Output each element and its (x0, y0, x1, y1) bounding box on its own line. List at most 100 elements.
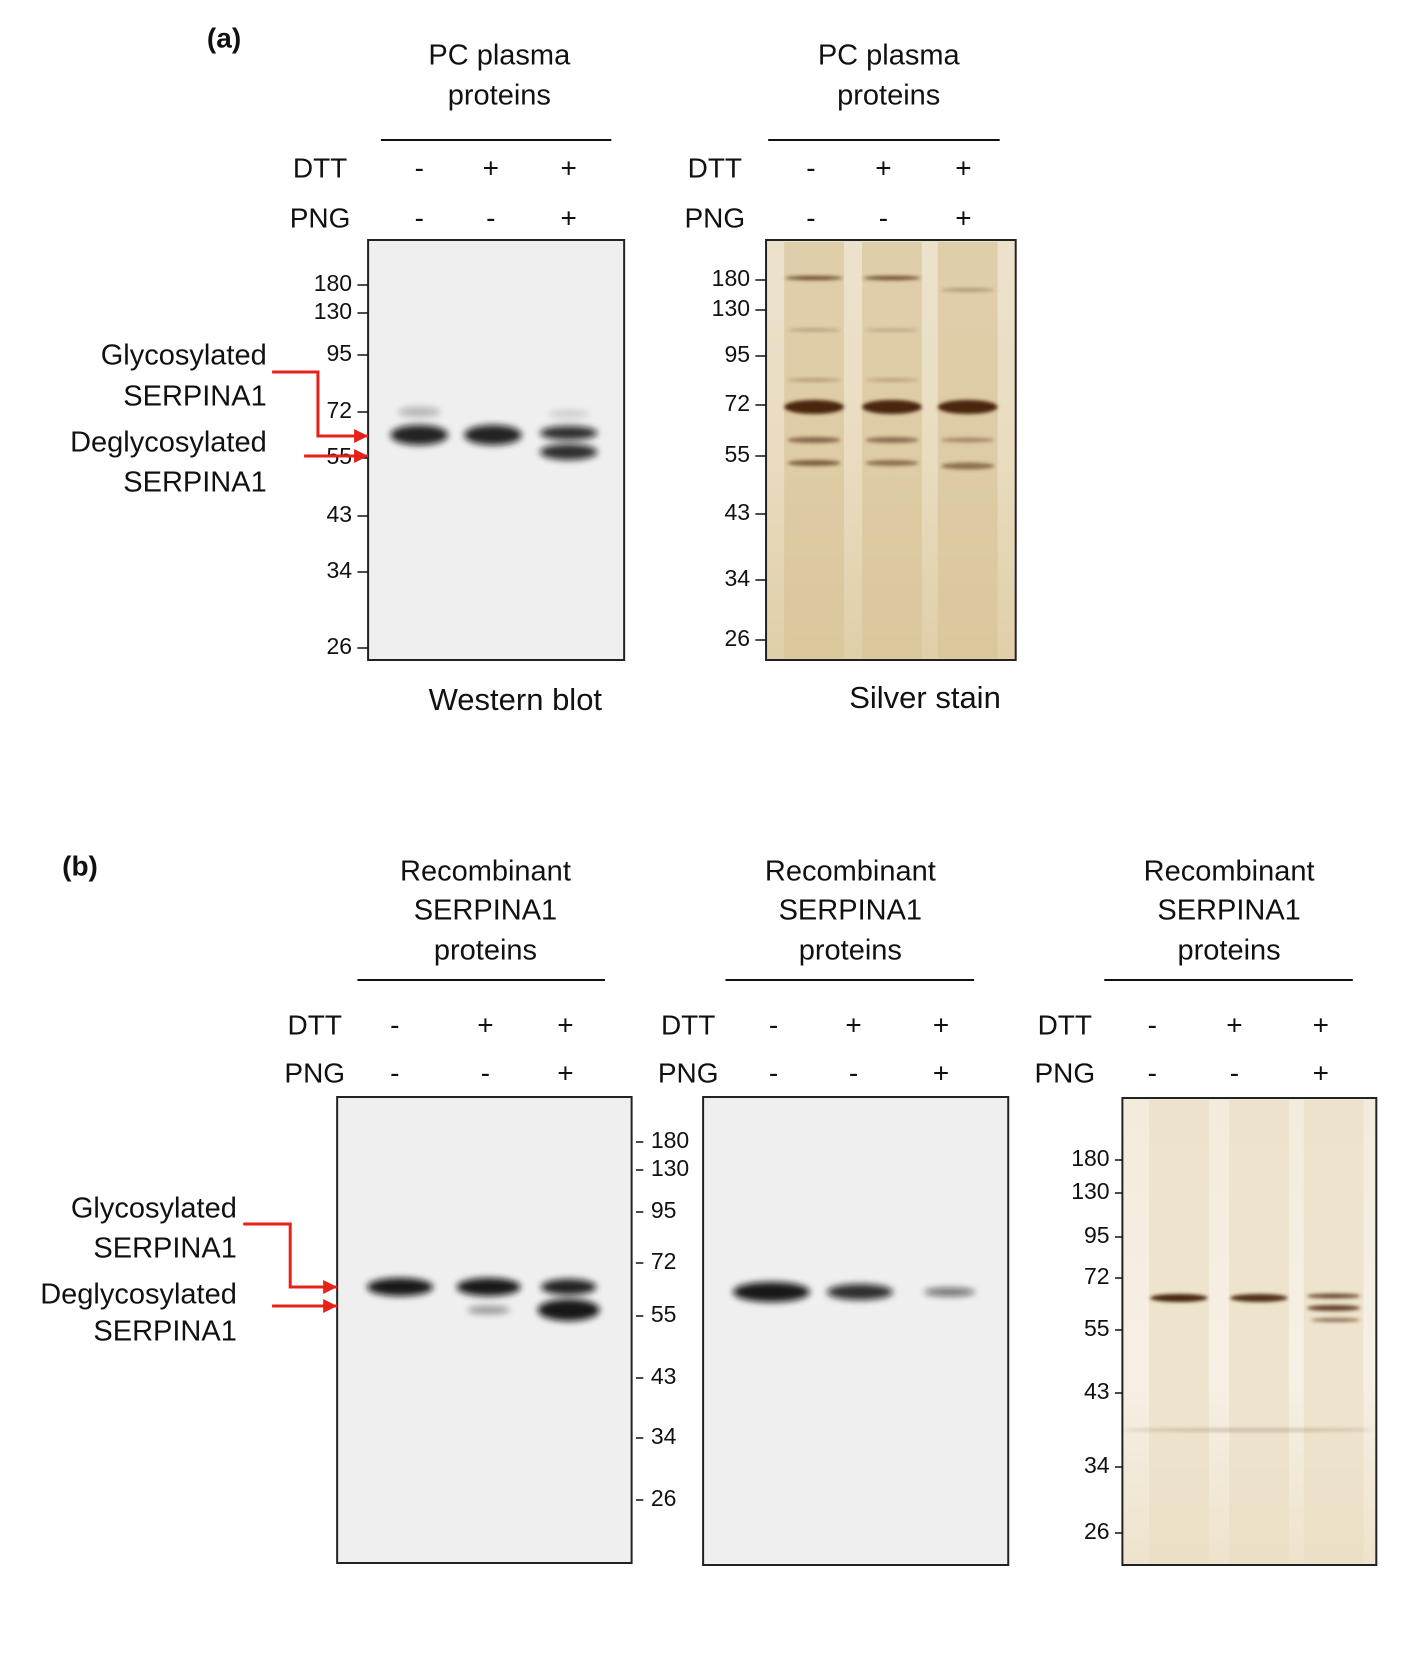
band (787, 378, 841, 382)
mw-marker: 130 (314, 298, 352, 324)
band (941, 288, 995, 292)
band (826, 1284, 894, 1300)
mw-marker: 34 (651, 1423, 677, 1449)
header-line: proteins (799, 935, 902, 967)
blot-panel (702, 1096, 1010, 1566)
band (397, 407, 441, 417)
band (865, 328, 919, 332)
mw-marker: 72 (651, 1248, 677, 1274)
mw-marker: 43 (724, 499, 750, 525)
annotation: Deglycosylated (70, 427, 267, 459)
lane-sign: + (560, 202, 576, 233)
mw-marker: 95 (326, 340, 352, 366)
header-line: SERPINA1 (1157, 895, 1300, 927)
mw-marker: 72 (326, 397, 352, 423)
lane-sign: - (390, 1057, 399, 1088)
mw-marker: 26 (651, 1485, 677, 1511)
lane-sign: - (879, 202, 888, 233)
band (537, 1299, 600, 1321)
mw-marker: 34 (724, 565, 750, 591)
mw-marker: 72 (1084, 1263, 1110, 1289)
band (540, 1279, 597, 1295)
band (1306, 1293, 1361, 1299)
annotation: SERPINA1 (93, 1233, 236, 1265)
header-line: proteins (837, 80, 940, 112)
lane-sign: + (845, 1009, 861, 1040)
band (787, 437, 841, 443)
lane (1149, 1100, 1209, 1563)
blot-image (702, 1096, 1010, 1566)
row-label: PNG (290, 202, 351, 233)
header-line: SERPINA1 (779, 895, 922, 927)
header-line: proteins (434, 935, 537, 967)
lane-sign: + (1313, 1009, 1329, 1040)
row-label: DTT (688, 152, 742, 183)
lane (1303, 1100, 1364, 1563)
row-label: PNG (684, 202, 745, 233)
annotation: Glycosylated (71, 1193, 237, 1225)
header-line: Recombinant (765, 856, 936, 888)
band (1230, 1294, 1288, 1302)
mw-marker: 26 (724, 625, 750, 651)
annotation-arrow (272, 370, 369, 438)
band (456, 1278, 521, 1296)
band (784, 400, 844, 414)
mw-marker: 43 (1084, 1378, 1110, 1404)
caption: Silver stain (849, 680, 1001, 715)
header-line: proteins (1178, 935, 1281, 967)
mw-marker: 72 (724, 390, 750, 416)
band (1122, 1428, 1375, 1432)
lane-sign: + (557, 1009, 573, 1040)
lane-sign: + (557, 1057, 573, 1088)
lane-sign: - (1148, 1057, 1157, 1088)
blot-panel (367, 239, 626, 661)
lane-sign: + (477, 1009, 493, 1040)
band (941, 462, 995, 470)
band (923, 1288, 976, 1296)
lane-sign: - (1230, 1057, 1239, 1088)
mw-marker: 180 (314, 270, 352, 296)
row-label: PNG (1034, 1057, 1095, 1088)
band (467, 1306, 510, 1314)
lane-sign: + (933, 1057, 949, 1088)
arrow-head (354, 449, 369, 463)
lane (862, 242, 922, 658)
lane-sign: + (933, 1009, 949, 1040)
lane-sign: - (415, 202, 424, 233)
header-line: PC plasma (428, 40, 571, 72)
lane-sign: - (415, 152, 424, 183)
mw-marker: 130 (651, 1155, 689, 1181)
caption: Western blot (429, 682, 603, 717)
band (865, 437, 919, 443)
mw-marker: 95 (651, 1197, 677, 1223)
header-line: Recombinant (400, 856, 571, 888)
lane-sign: + (560, 152, 576, 183)
mw-marker: 34 (326, 557, 352, 583)
lane-sign: + (1226, 1009, 1242, 1040)
arrow-head (354, 429, 369, 443)
band (1150, 1294, 1208, 1302)
panel-label: (a) (207, 22, 241, 53)
mw-marker: 55 (1084, 1315, 1110, 1341)
lane (784, 242, 844, 658)
mw-marker: 55 (724, 441, 750, 467)
row-label: DTT (293, 152, 347, 183)
band (785, 276, 843, 280)
lane-sign: - (481, 1057, 490, 1088)
row-label: DTT (288, 1009, 342, 1040)
lane-sign: - (806, 152, 815, 183)
row-label: DTT (661, 1009, 715, 1040)
mw-marker: 26 (326, 633, 352, 659)
band (865, 378, 919, 382)
lane-sign: - (1148, 1009, 1157, 1040)
lane-sign: + (875, 152, 891, 183)
annotation-arrow (243, 1222, 338, 1289)
annotation: SERPINA1 (123, 467, 266, 499)
band (941, 437, 995, 443)
lane (937, 242, 998, 658)
lane-sign: - (769, 1057, 778, 1088)
arrow-head (323, 1299, 338, 1313)
band (390, 425, 449, 445)
band (862, 400, 922, 414)
